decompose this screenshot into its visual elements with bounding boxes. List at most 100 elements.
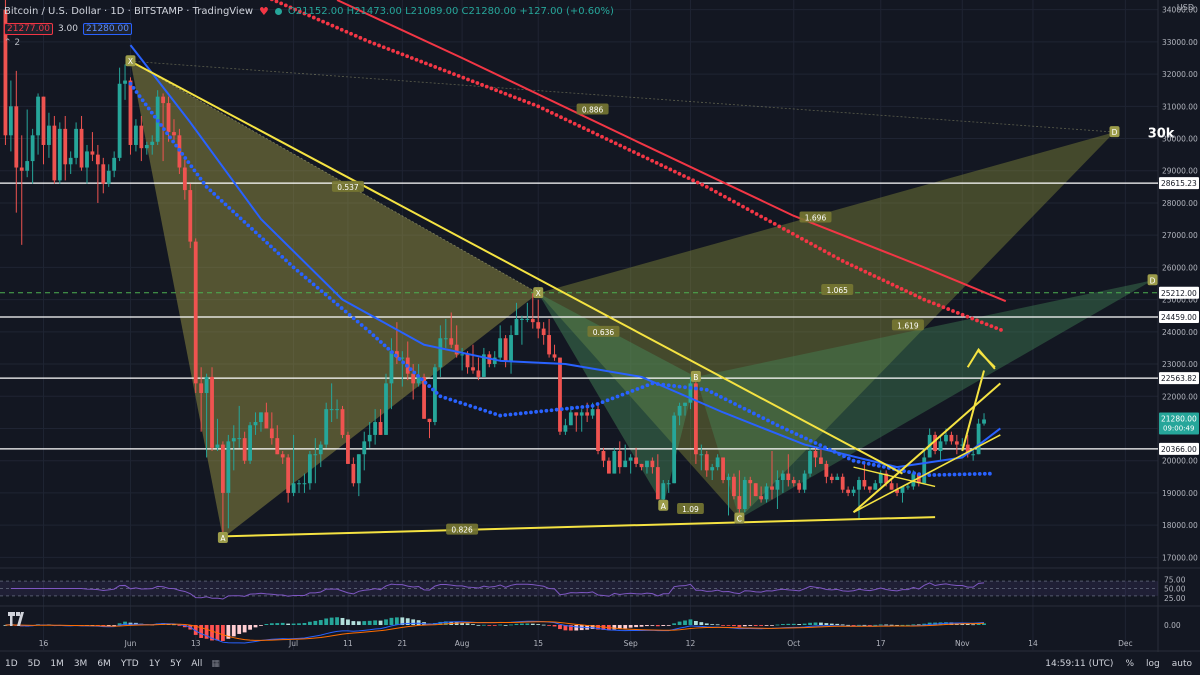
candle-body <box>313 454 318 456</box>
range-1d[interactable]: 1D <box>5 658 18 669</box>
ratio-label-box <box>587 325 620 337</box>
range-5y[interactable]: 5Y <box>169 658 182 669</box>
candle-body <box>297 483 301 485</box>
range-1m[interactable]: 1M <box>50 658 64 669</box>
price-tick-label: 31000.00 <box>1162 102 1198 111</box>
ma-dot <box>559 115 563 120</box>
time-tick-label: Jul <box>288 639 298 648</box>
ask-box[interactable]: 21280.00 <box>83 23 132 35</box>
macd-histogram-bar <box>655 625 660 627</box>
range-6m[interactable]: 6M <box>97 658 111 669</box>
indicators-toggle[interactable]: ⌃ 2 <box>4 38 20 48</box>
point-label-box <box>533 287 544 299</box>
macd-histogram-bar <box>732 625 736 627</box>
ma-dot <box>372 41 377 46</box>
candle-body <box>819 457 823 464</box>
candle-body <box>356 454 361 484</box>
ma-dot <box>610 396 615 401</box>
range-all[interactable]: All <box>191 658 203 669</box>
ma-dot <box>772 222 777 226</box>
candle-body <box>476 370 481 377</box>
ma-dot <box>227 205 232 210</box>
auto-toggle[interactable]: auto <box>1171 658 1192 669</box>
current-price-box <box>1159 412 1199 435</box>
macd-histogram-bar <box>623 625 628 629</box>
symbol-title[interactable]: Bitcoin / U.S. Dollar · 1D · BITSTAMP · … <box>4 5 254 17</box>
ratio-label: 0.886 <box>582 106 604 115</box>
heart-icon[interactable]: ♥ <box>259 4 269 18</box>
ma-dot <box>863 269 868 274</box>
range-5d[interactable]: 5D <box>27 658 41 669</box>
ma-dot <box>212 191 217 196</box>
macd-histogram-bar <box>182 625 187 628</box>
bid-ask-row: 21277.00 3.00 21280.00 <box>4 22 132 36</box>
macd-histogram-bar <box>819 622 823 625</box>
ma-dot <box>688 385 693 390</box>
ma-dot <box>536 104 541 109</box>
ma-dot <box>970 316 975 321</box>
candle-body <box>645 460 649 468</box>
candle-body <box>68 157 73 165</box>
ma-dot <box>799 434 804 439</box>
ma-dot <box>886 280 890 285</box>
bid-box[interactable]: 21277.00 <box>4 23 53 35</box>
candle-body <box>134 125 138 145</box>
time-tick-label: Dec <box>1118 639 1133 648</box>
ma-dot <box>473 405 478 410</box>
ma-dot <box>972 472 977 476</box>
candle-body <box>661 483 666 500</box>
ma-dot <box>650 158 655 163</box>
log-toggle[interactable]: log <box>1146 658 1160 669</box>
ratio-label-box <box>677 503 704 515</box>
pattern-point-label: A <box>658 499 669 511</box>
currency-label[interactable]: USD <box>1176 3 1194 12</box>
range-ytd[interactable]: YTD <box>120 658 139 669</box>
ma-dot <box>809 241 813 246</box>
candle-body <box>982 419 986 424</box>
range-3m[interactable]: 3M <box>73 658 88 669</box>
ma-dot <box>270 0 274 2</box>
macd-histogram-bar <box>759 625 764 626</box>
ma-dot <box>655 382 660 386</box>
calendar-icon[interactable]: ▦ <box>211 658 220 669</box>
macd-histogram-bar <box>764 625 769 626</box>
candle-body <box>307 454 312 484</box>
candle-body <box>509 335 513 361</box>
candle-body <box>220 444 225 493</box>
ma-dot <box>238 216 243 221</box>
macd-histogram-bar <box>568 625 573 631</box>
candle-body <box>933 434 938 452</box>
ma-dot <box>159 123 163 127</box>
point-label-text: B <box>693 373 698 382</box>
macd-histogram-bar <box>525 623 530 625</box>
macd-histogram-bar <box>884 624 889 626</box>
candle-body <box>52 125 57 181</box>
point-label-box <box>1109 126 1120 138</box>
ma-dot <box>836 256 841 261</box>
ma-dot <box>351 316 356 321</box>
range-1y[interactable]: 1Y <box>148 658 160 669</box>
ma-dot <box>751 411 756 416</box>
macd-histogram-bar <box>509 624 513 626</box>
price-tick-label: 34000.00 <box>1162 6 1198 15</box>
ma-dot <box>955 310 960 315</box>
candle-body <box>210 376 214 448</box>
percent-toggle[interactable]: % <box>1125 658 1134 669</box>
candle-body <box>182 167 187 191</box>
ma-dot <box>405 54 410 59</box>
ma-dot <box>554 113 559 117</box>
point-label-box <box>658 499 669 511</box>
ma-dot <box>478 407 483 412</box>
ma-dot <box>813 244 818 249</box>
candle-body <box>199 383 204 394</box>
point-label-text: A <box>220 534 226 543</box>
ma-dot <box>140 98 145 103</box>
ma-dot <box>539 409 544 414</box>
ma-dot <box>709 390 714 395</box>
macd-histogram-bar <box>498 624 503 626</box>
candle-body <box>362 441 367 455</box>
price-tick-label: 27000.00 <box>1162 231 1198 240</box>
ma-dot <box>280 254 285 259</box>
candle-body <box>824 463 829 477</box>
